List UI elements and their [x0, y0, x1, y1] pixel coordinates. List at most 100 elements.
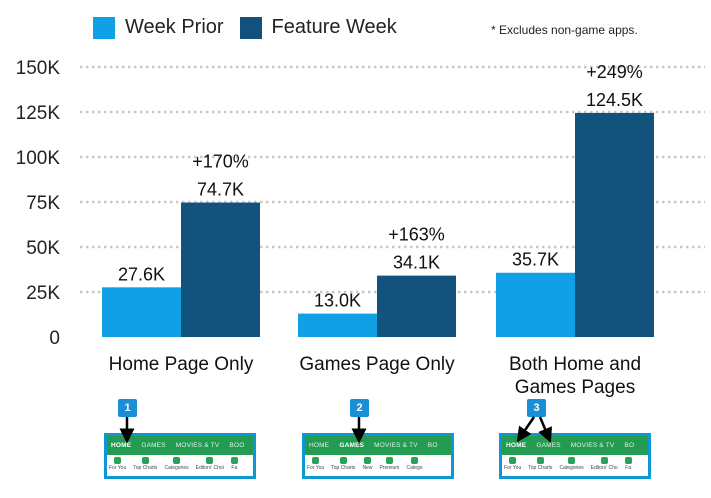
percent-change-annotation: +163% — [388, 225, 445, 245]
screenshot-icon-item: Fa — [230, 457, 238, 471]
screenshot-icon-label: Categories — [559, 465, 584, 471]
step-badge-3: 3 — [527, 399, 546, 417]
legend-item-feature-week: Feature Week — [239, 16, 397, 39]
app-category-icon — [173, 457, 181, 464]
bar-feature-week — [181, 202, 260, 337]
data-label: 13.0K — [314, 291, 361, 311]
data-label: 35.7K — [512, 250, 559, 270]
screenshot-icon-label: Catego — [406, 465, 423, 471]
bar-week-prior — [102, 287, 181, 337]
y-tick-label: 50K — [26, 238, 60, 259]
screenshot-icon-item: Top Charts — [331, 457, 355, 471]
data-label: 74.7K — [197, 180, 244, 200]
y-tick-label: 0 — [49, 328, 60, 349]
bar-week-prior — [298, 313, 377, 337]
screenshot-icon-item: For You — [307, 457, 324, 471]
app-category-icon — [624, 457, 632, 464]
bar-feature-week — [377, 275, 456, 337]
screenshot-icon-label: Editors' Cho — [590, 465, 618, 471]
app-category-icon — [230, 457, 238, 464]
screenshot-icon-item: For You — [109, 457, 126, 471]
screenshot-icon-row: For You Top Charts Categories Editors' C… — [502, 455, 648, 471]
x-category-label: Games Pages — [515, 377, 635, 398]
step-badge-1: 1 — [118, 399, 137, 417]
screenshot-icon-item: Catego — [406, 457, 423, 471]
screenshot-tab-bar: HOME GAMES MOVIES & TV BO — [305, 436, 451, 455]
screenshot-icon-label: Editors' Choi — [195, 465, 224, 471]
y-tick-label: 125K — [16, 103, 61, 124]
screenshot-tab: BO — [427, 442, 438, 449]
screenshot-tab: MOVIES & TV — [570, 442, 615, 449]
x-category-label: Games Page Only — [299, 354, 455, 375]
screenshot-icon-label: Fa — [625, 465, 632, 471]
app-category-icon — [411, 457, 419, 464]
app-category-icon — [363, 457, 371, 464]
screenshot-icon-label: Top Charts — [133, 465, 158, 471]
legend-label-week-prior: Week Prior — [125, 16, 224, 38]
screenshot-tab: GAMES — [339, 442, 365, 449]
screenshot-games-page: HOME GAMES MOVIES & TV BO For You Top Ch… — [302, 433, 454, 479]
app-category-icon — [600, 457, 608, 464]
percent-change-annotation: +249% — [586, 62, 643, 82]
legend-label-feature-week: Feature Week — [271, 16, 397, 38]
screenshot-tab: BO — [624, 442, 635, 449]
screenshot-tab: BOO — [229, 442, 245, 449]
screenshot-tab: HOME — [309, 442, 330, 449]
app-category-icon — [385, 457, 393, 464]
screenshot-tab-bar: HOME GAMES MOVIES & TV BOO — [107, 436, 253, 455]
legend-swatch-week-prior — [93, 16, 115, 39]
y-tick-label: 100K — [16, 148, 61, 169]
app-category-icon — [339, 457, 347, 464]
screenshot-icon-label: For You — [109, 465, 127, 471]
app-category-icon — [568, 457, 576, 464]
screenshot-tab: MOVIES & TV — [175, 442, 220, 449]
footnote: * Excludes non-game apps. — [491, 23, 638, 37]
screenshot-icon-item: Categories — [164, 457, 189, 471]
legend-item-week-prior: Week Prior — [93, 16, 224, 39]
screenshot-icon-row: For You Top Charts New Premium Catego — [305, 455, 451, 471]
screenshot-icon-label: New — [362, 465, 373, 471]
screenshot-inner: HOME GAMES MOVIES & TV BO For You Top Ch… — [305, 436, 451, 476]
screenshot-icon-item: Categories — [559, 457, 584, 471]
screenshot-icon-label: For You — [307, 465, 325, 471]
app-category-icon — [114, 457, 122, 464]
arrow-icon — [516, 416, 536, 443]
screenshot-tab: HOME — [111, 442, 132, 449]
screenshot-icon-item: Premium — [379, 457, 399, 471]
legend-swatch-feature-week — [239, 16, 262, 39]
data-label: 124.5K — [586, 90, 643, 110]
screenshot-icon-item: Editors' Choi — [196, 457, 224, 471]
screenshot-icon-item: For You — [504, 457, 521, 471]
screenshot-icon-label: Top Charts — [528, 465, 553, 471]
data-label: 34.1K — [393, 253, 440, 273]
screenshot-icon-item: Editors' Cho — [591, 457, 618, 471]
x-category-label: Home Page Only — [109, 354, 254, 375]
y-tick-label: 25K — [26, 283, 60, 304]
screenshot-icon-label: For You — [504, 465, 522, 471]
screenshot-tab: HOME — [506, 442, 527, 449]
step-badge-2: 2 — [350, 399, 369, 417]
legend: Week Prior Feature Week — [93, 16, 413, 39]
x-category-label: Both Home and — [509, 354, 641, 375]
app-category-icon — [206, 457, 214, 464]
app-category-icon — [141, 457, 149, 464]
app-category-icon — [536, 457, 544, 464]
bar-week-prior — [496, 272, 575, 337]
screenshot-tab: GAMES — [536, 442, 561, 449]
screenshot-icon-item: New — [362, 457, 372, 471]
screenshot-icon-label: Fa — [231, 465, 238, 471]
screenshot-icon-label: Top Charts — [331, 465, 356, 471]
app-category-icon — [509, 457, 517, 464]
screenshot-icon-label: Premium — [379, 465, 400, 471]
screenshot-icon-item: Top Charts — [528, 457, 552, 471]
screenshot-icon-label: Categories — [164, 465, 189, 471]
screenshot-icon-item: Fa — [624, 457, 632, 471]
screenshot-icon-item: Top Charts — [133, 457, 157, 471]
y-tick-label: 75K — [26, 193, 60, 214]
bar-feature-week — [575, 112, 654, 338]
percent-change-annotation: +170% — [192, 152, 249, 172]
screenshot-icon-row: For You Top Charts Categories Editors' C… — [107, 455, 253, 471]
screenshot-tab: GAMES — [141, 442, 166, 449]
